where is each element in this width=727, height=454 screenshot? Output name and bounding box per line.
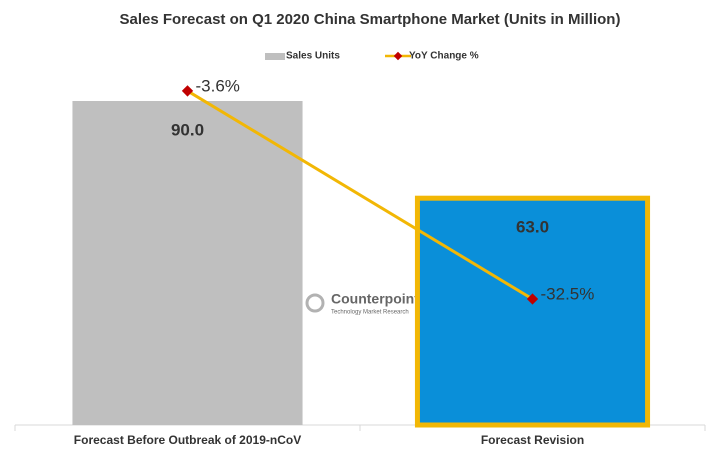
watermark-logo [305, 293, 325, 313]
watermark-title: Counterpoint [331, 291, 419, 307]
bar [414, 195, 651, 428]
legend-swatch [265, 53, 285, 60]
line-value-label: -3.6% [196, 76, 240, 95]
watermark-subtitle: Technology Market Research [331, 310, 409, 316]
legend-label: Sales Units [286, 51, 340, 62]
line-value-label: -32.5% [541, 284, 595, 303]
chart-title: Sales Forecast on Q1 2020 China Smartpho… [120, 11, 621, 28]
x-tick-label: Forecast Revision [481, 433, 584, 447]
watermark: Counterpoint Technology Market Research [305, 291, 419, 316]
bar [72, 101, 303, 425]
bar-value-label: 63.0 [516, 218, 549, 237]
legend-label: YoY Change % [409, 51, 479, 62]
bar-value-label: 90.0 [171, 120, 204, 139]
line-marker [526, 293, 539, 305]
x-tick-label: Forecast Before Outbreak of 2019-nCoV [74, 433, 301, 447]
line [186, 89, 534, 301]
legend-marker [393, 51, 403, 61]
